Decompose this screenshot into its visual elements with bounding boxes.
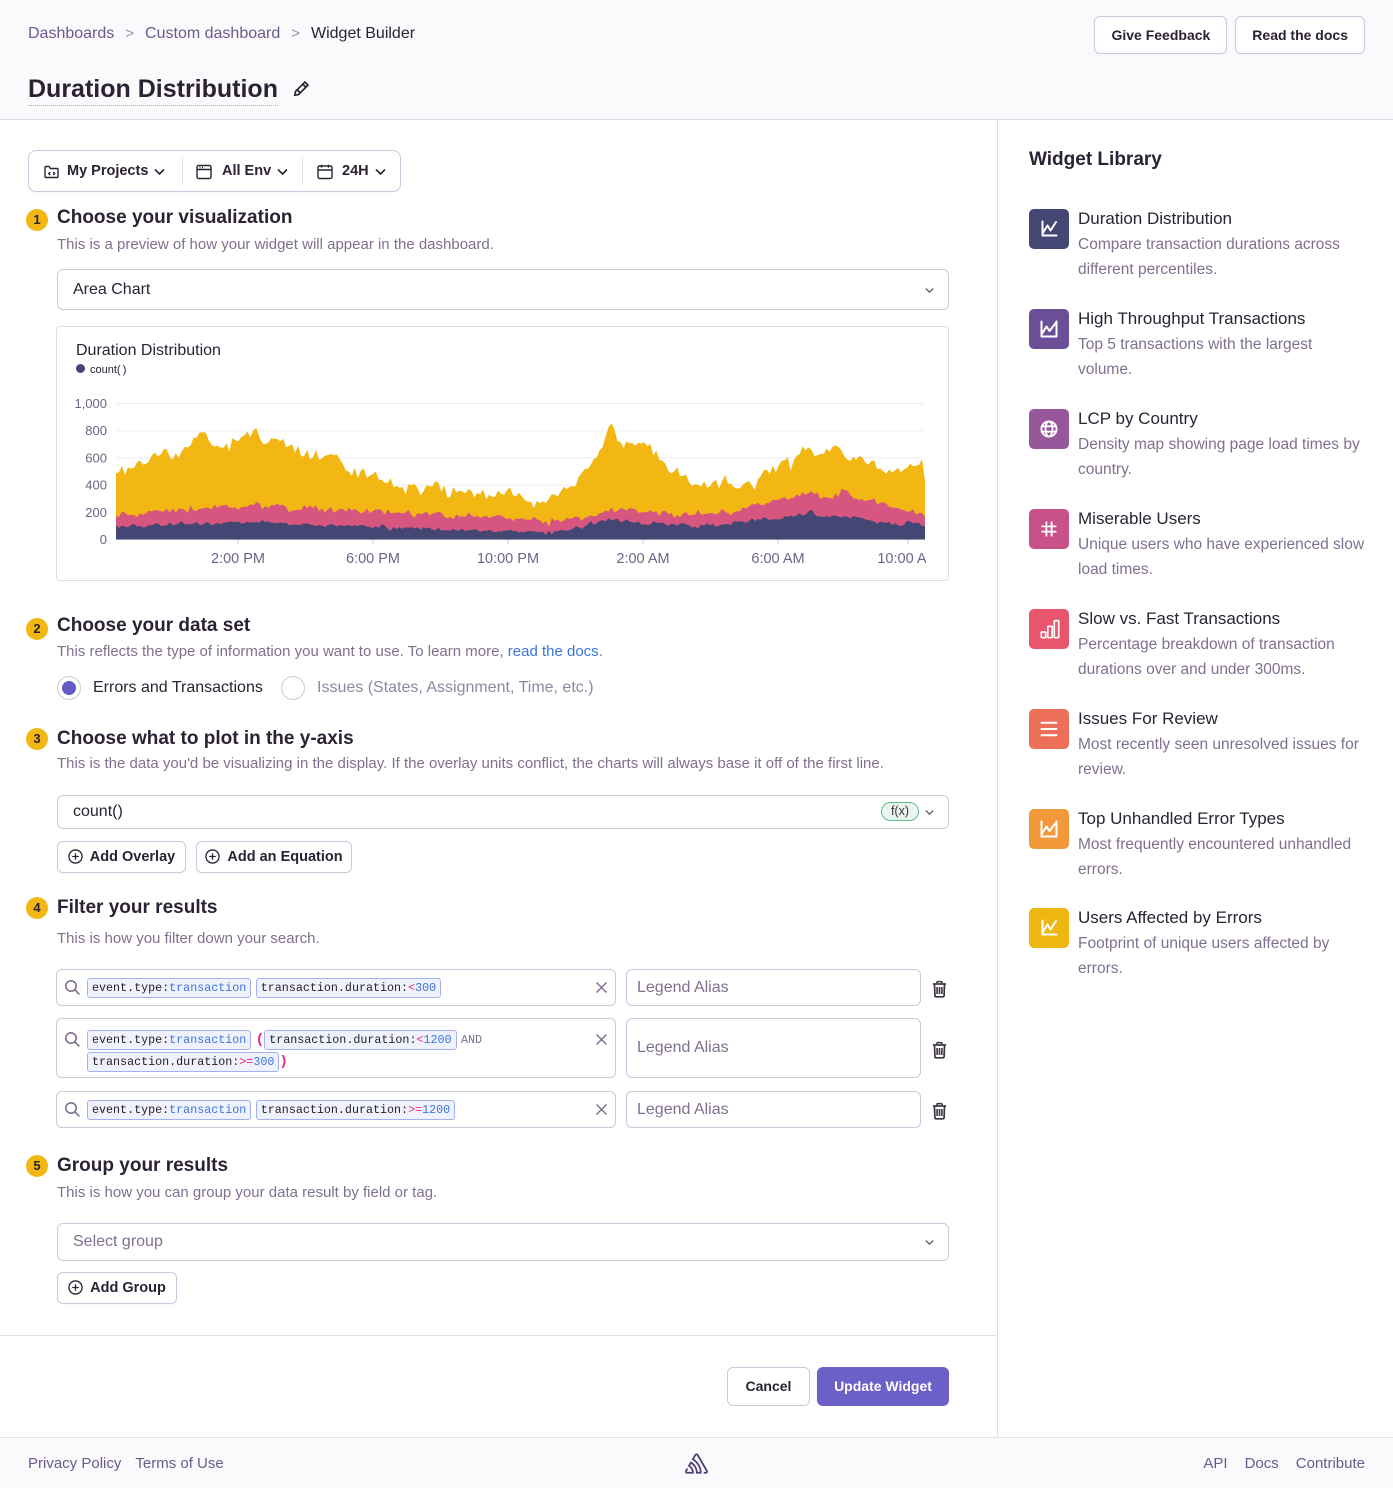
svg-text:6:00 PM: 6:00 PM	[346, 551, 400, 567]
svg-text:1,000: 1,000	[74, 396, 107, 411]
svg-text:2:00 PM: 2:00 PM	[211, 551, 265, 567]
svg-text:6:00 AM: 6:00 AM	[751, 551, 804, 567]
svg-text:10:00 PM: 10:00 PM	[477, 551, 539, 567]
svg-text:200: 200	[85, 505, 107, 520]
svg-text:400: 400	[85, 478, 107, 493]
svg-text:10:00 AM: 10:00 AM	[877, 551, 926, 567]
svg-text:0: 0	[100, 532, 107, 547]
svg-text:600: 600	[85, 450, 107, 465]
svg-text:800: 800	[85, 423, 107, 438]
svg-text:2:00 AM: 2:00 AM	[616, 551, 669, 567]
